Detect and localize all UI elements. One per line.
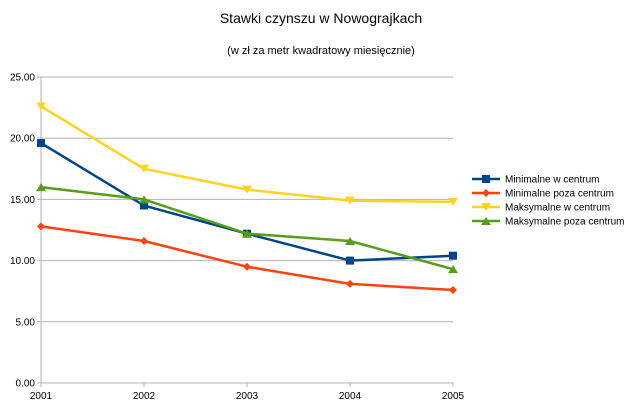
data-point: [448, 265, 458, 274]
data-point: [140, 201, 148, 210]
x-tick-label: 2004: [339, 391, 362, 402]
chart-subtitle: (w zł za metr kwadratowy miesięcznie): [227, 45, 415, 57]
legend-label: Minimalne poza centrum: [505, 189, 614, 200]
legend-marker: [481, 203, 491, 211]
chart-title: Stawki czynszu w Nowograjkach: [220, 10, 422, 26]
legend-label: Maksymalne poza centrum: [505, 217, 625, 228]
series-3: [36, 102, 458, 206]
legend-item: Minimalne poza centrum: [472, 189, 614, 200]
data-point: [36, 183, 46, 192]
legend-marker: [481, 217, 491, 225]
y-tick-label: 25.00: [10, 73, 35, 84]
x-tick-label: 2005: [442, 391, 465, 402]
data-point: [242, 229, 252, 238]
legend-label: Minimalne w centrum: [505, 175, 599, 186]
data-point: [345, 237, 355, 246]
y-tick-label: 5.00: [16, 317, 36, 328]
data-point: [140, 237, 148, 246]
data-point: [448, 197, 458, 206]
data-point: [36, 102, 46, 111]
data-point: [37, 139, 45, 148]
legend-label: Maksymalne w centrum: [505, 203, 610, 214]
data-point: [139, 164, 149, 173]
data-point: [139, 195, 149, 204]
x-tick-label: 2003: [236, 391, 259, 402]
axes: 0.00 5.00 10.00 15.00 20.00 25.00 2001 2002 2003…: [10, 73, 465, 403]
y-tick-label: 10.00: [10, 256, 35, 267]
data-point: [449, 251, 457, 260]
data-point: [346, 256, 354, 265]
data-point: [243, 262, 251, 271]
data-point: [37, 222, 45, 231]
legend-item: Minimalne w centrum: [472, 175, 599, 186]
legend-marker: [482, 175, 490, 183]
legend: Minimalne w centrum Minimalne poza centru…: [472, 175, 625, 228]
series-2: [37, 222, 457, 294]
x-tick-label: 2001: [30, 391, 53, 402]
series-group: [36, 102, 458, 294]
y-tick-label: 15.00: [10, 195, 35, 206]
legend-item: Maksymalne poza centrum: [472, 217, 625, 228]
data-point: [345, 196, 355, 205]
x-tick-label: 2002: [133, 391, 156, 402]
data-point: [449, 285, 457, 294]
legend-marker: [482, 189, 490, 197]
y-tick-label: 20.00: [10, 134, 35, 145]
data-point: [346, 279, 354, 288]
series-4: [36, 183, 458, 274]
data-point: [242, 185, 252, 194]
legend-item: Maksymalne w centrum: [472, 203, 610, 214]
y-tick-label: 0.00: [16, 379, 36, 390]
